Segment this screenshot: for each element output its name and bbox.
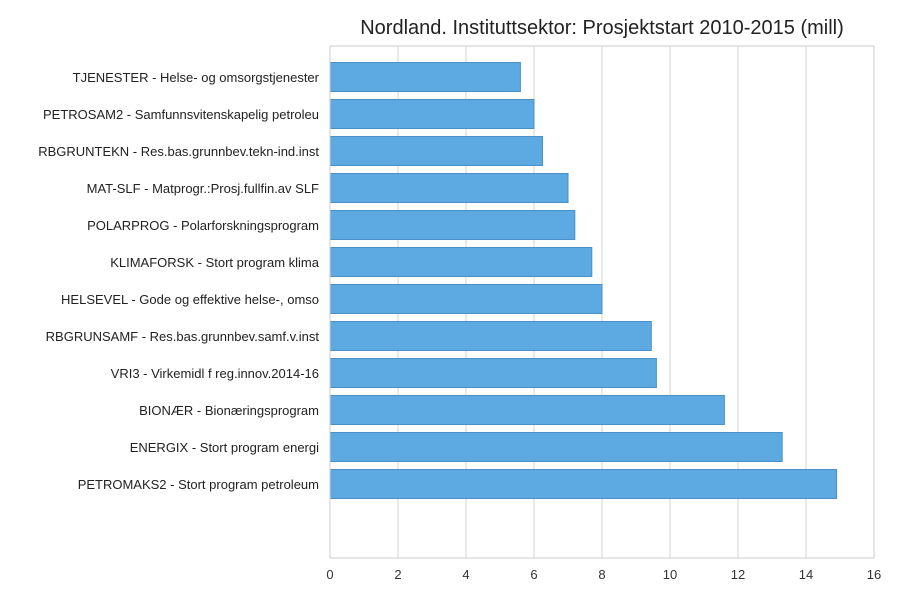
x-tick-labels: 0 2 4 6 8 10 12 14 16: [326, 567, 881, 582]
category-label: RBGRUNTEKN - Res.bas.grunnbev.tekn-ind.i…: [38, 144, 319, 159]
bar: [329, 358, 657, 388]
category-label: VRI3 - Virkemidl f reg.innov.2014-16: [111, 366, 319, 381]
bar: [329, 321, 652, 351]
category-label: KLIMAFORSK - Stort program klima: [110, 255, 320, 270]
bar: [329, 395, 725, 425]
bars: [329, 62, 838, 499]
category-label: HELSEVEL - Gode og effektive helse-, oms…: [61, 292, 319, 307]
chart-title: Nordland. Instituttsektor: Prosjektstart…: [360, 17, 844, 39]
bar: [329, 247, 593, 277]
bar: [329, 432, 783, 462]
x-tick-label: 2: [394, 567, 401, 582]
category-label: TJENESTER - Helse- og omsorgstjenester: [73, 70, 320, 85]
category-labels: TJENESTER - Helse- og omsorgstjenester PE…: [38, 70, 320, 492]
plot-frame: [329, 45, 875, 559]
bar: [329, 210, 576, 240]
x-tick-label: 12: [731, 567, 745, 582]
x-tick-label: 4: [462, 567, 469, 582]
x-tick-label: 6: [530, 567, 537, 582]
x-tick-label: 10: [663, 567, 677, 582]
category-label: BIONÆR - Bionæringsprogram: [139, 403, 319, 418]
bar: [329, 99, 535, 129]
x-tick-label: 0: [326, 567, 333, 582]
category-label: MAT-SLF - Matprogr.:Prosj.fullfin.av SLF: [87, 181, 319, 196]
bar: [329, 284, 603, 314]
category-label: ENERGIX - Stort program energi: [130, 440, 319, 455]
bar: [329, 136, 543, 166]
bar: [329, 469, 838, 499]
category-label: PETROMAKS2 - Stort program petroleum: [78, 477, 319, 492]
bar: [329, 62, 521, 92]
x-tick-label: 8: [598, 567, 605, 582]
x-tick-label: 14: [799, 567, 813, 582]
category-label: POLARPROG - Polarforskningsprogram: [87, 218, 319, 233]
category-label: RBGRUNSAMF - Res.bas.grunnbev.samf.v.ins…: [46, 329, 320, 344]
category-label: PETROSAM2 - Samfunnsvitenskapelig petrol…: [43, 107, 319, 122]
bar: [329, 173, 569, 203]
x-tick-label: 16: [867, 567, 881, 582]
